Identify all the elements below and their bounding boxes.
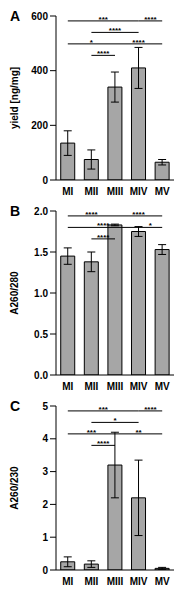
svg-text:1.0: 1.0 xyxy=(34,288,48,299)
html-text:B: B xyxy=(10,203,21,219)
svg-text:2: 2 xyxy=(42,499,48,510)
svg-text:0.0: 0.0 xyxy=(34,370,48,381)
svg-text:*: * xyxy=(90,38,94,47)
svg-text:1: 1 xyxy=(42,532,48,543)
html-text:A: A xyxy=(10,8,21,24)
svg-text:****: **** xyxy=(109,26,122,35)
svg-text:4: 4 xyxy=(42,433,48,444)
svg-text:MI: MI xyxy=(62,186,73,197)
svg-text:3: 3 xyxy=(42,466,48,477)
svg-text:****: **** xyxy=(132,210,145,219)
svg-text:MIII: MIII xyxy=(107,186,124,197)
svg-text:MV: MV xyxy=(155,186,170,197)
svg-text:MIV: MIV xyxy=(130,186,148,197)
svg-text:****: **** xyxy=(97,439,110,448)
svg-text:1.5: 1.5 xyxy=(34,247,48,258)
svg-text:A260/230: A260/230 xyxy=(9,466,20,510)
svg-text:***: *** xyxy=(99,15,109,24)
svg-text:**: ** xyxy=(135,428,142,437)
svg-text:****: **** xyxy=(144,15,157,24)
svg-text:MV: MV xyxy=(155,576,170,587)
svg-text:2.0: 2.0 xyxy=(34,206,48,217)
svg-text:5: 5 xyxy=(42,401,48,412)
svg-text:MIV: MIV xyxy=(130,576,148,587)
svg-text:****: **** xyxy=(97,233,110,242)
svg-text:***: *** xyxy=(99,405,109,414)
svg-text:*: * xyxy=(113,416,117,425)
svg-text:A260/280: A260/280 xyxy=(9,271,20,315)
svg-text:MII: MII xyxy=(84,186,98,197)
svg-text:0: 0 xyxy=(42,175,48,186)
svg-text:****: **** xyxy=(132,38,145,47)
svg-text:0.5: 0.5 xyxy=(34,329,48,340)
svg-text:600: 600 xyxy=(31,11,48,22)
svg-text:0: 0 xyxy=(42,565,48,576)
svg-text:MII: MII xyxy=(84,576,98,587)
svg-text:MIV: MIV xyxy=(130,381,148,392)
svg-text:***: *** xyxy=(87,428,97,437)
svg-text:****: **** xyxy=(97,49,110,58)
svg-text:****: **** xyxy=(144,405,157,414)
svg-text:MIII: MIII xyxy=(107,381,124,392)
svg-text:****: **** xyxy=(85,210,98,219)
svg-text:MII: MII xyxy=(84,381,98,392)
svg-text:MI: MI xyxy=(62,576,73,587)
svg-text:MI: MI xyxy=(62,381,73,392)
html-text:C: C xyxy=(10,398,21,414)
svg-text:yield [ng/mg]: yield [ng/mg] xyxy=(9,67,20,129)
svg-text:*: * xyxy=(149,221,153,230)
svg-text:400: 400 xyxy=(31,65,48,76)
svg-text:MV: MV xyxy=(155,381,170,392)
svg-text:MIII: MIII xyxy=(107,576,124,587)
svg-text:****: **** xyxy=(97,221,110,230)
svg-text:200: 200 xyxy=(31,120,48,131)
